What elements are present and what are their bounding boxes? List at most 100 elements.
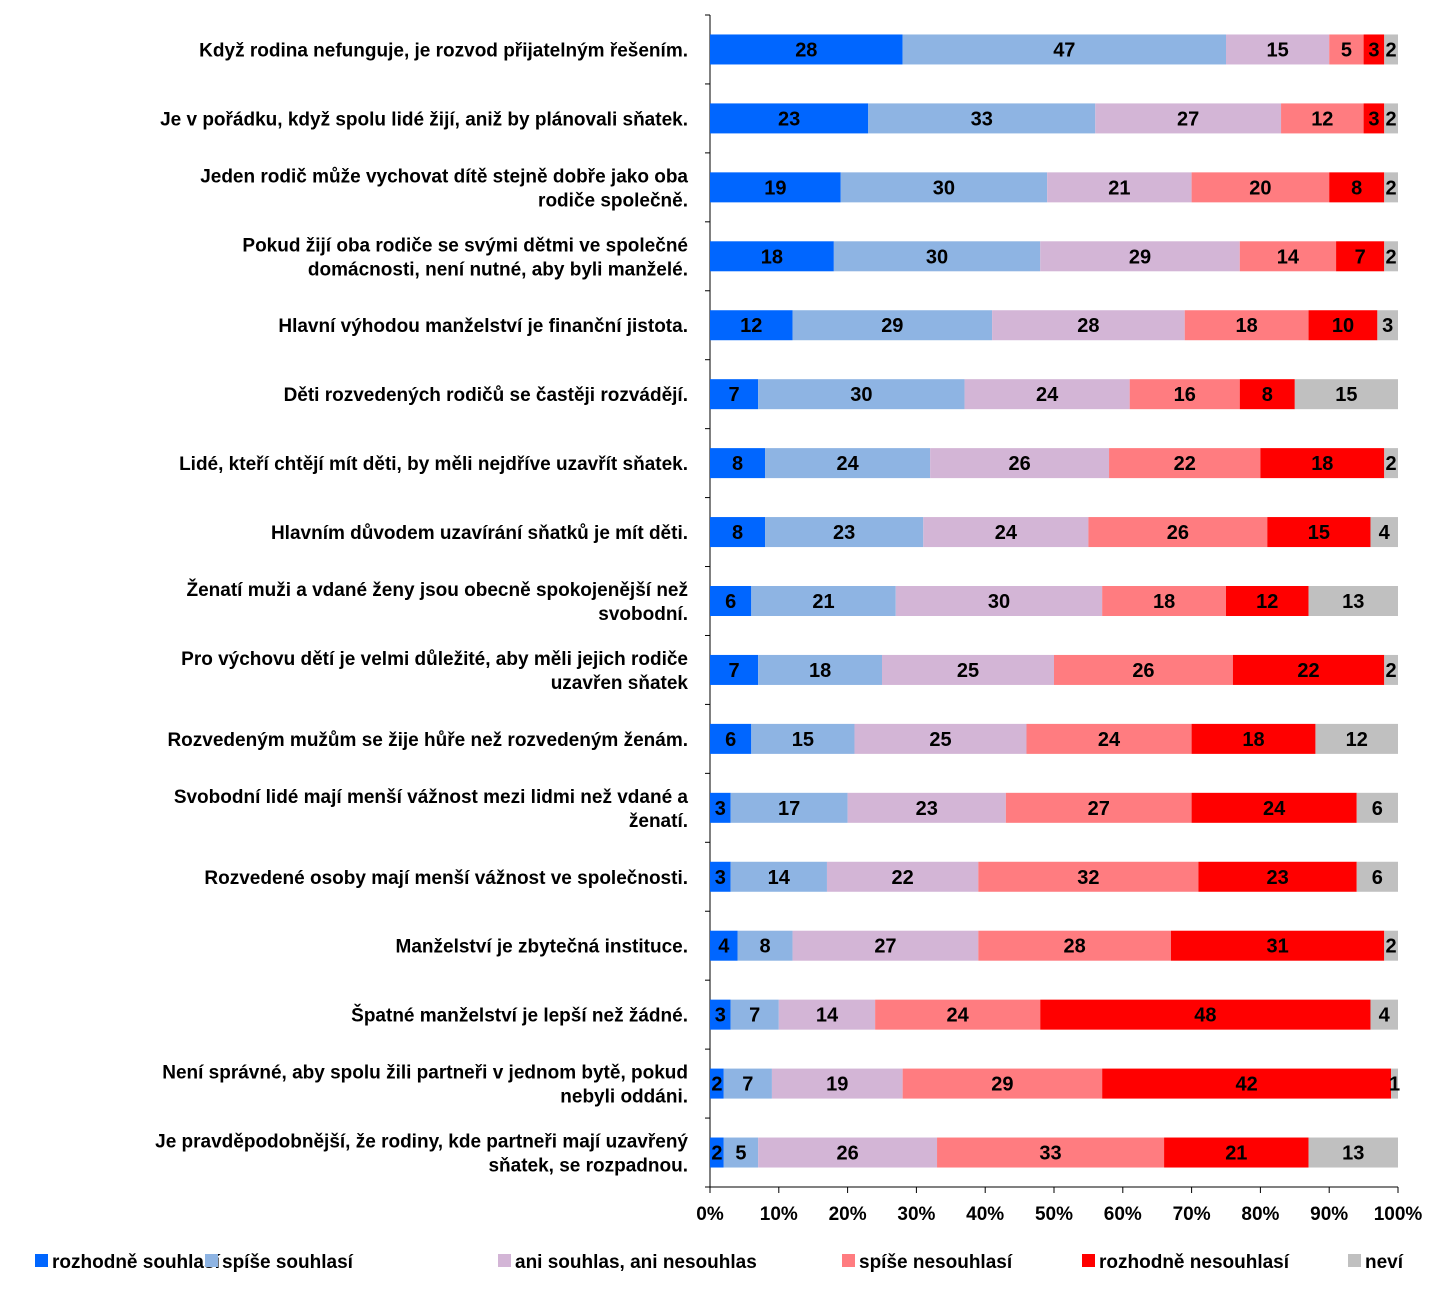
category-label: Není správné, aby spolu žili partneři v … (162, 1063, 688, 1084)
data-label: 5 (1341, 39, 1352, 61)
bar-segment (1239, 241, 1337, 272)
bar-segment (730, 861, 827, 892)
bar-segment (1026, 723, 1192, 754)
data-label: 8 (732, 453, 743, 475)
data-label: 3 (1382, 315, 1393, 337)
category-label: Špatné manželství je lepší než žádné. (351, 1005, 688, 1027)
data-label: 42 (1236, 1074, 1258, 1096)
data-label: 15 (792, 729, 814, 751)
bar-segment (765, 448, 931, 479)
category-label: Rozvedeným mužům se žije hůře než rozved… (167, 730, 688, 751)
bar-segment (792, 310, 993, 341)
legend-swatch (1348, 1254, 1361, 1267)
data-label: 2 (1386, 177, 1397, 199)
bar-segment (751, 723, 855, 754)
data-label: 33 (971, 108, 993, 130)
data-label: 48 (1194, 1005, 1216, 1027)
data-label: 28 (1064, 936, 1086, 958)
data-label: 3 (715, 867, 726, 889)
bar-segment (765, 517, 924, 548)
bar-segment (792, 930, 979, 961)
data-label: 26 (1132, 660, 1154, 682)
data-label: 15 (1335, 384, 1357, 406)
bar-segment (992, 310, 1185, 341)
data-label: 18 (1242, 729, 1264, 751)
data-label: 12 (1346, 729, 1368, 751)
bar-segment (1370, 999, 1398, 1030)
bar-segment (723, 1068, 772, 1099)
bar-segment (1109, 448, 1261, 479)
bar-segment (737, 930, 793, 961)
data-label: 24 (995, 522, 1018, 544)
category-label: Manželství je zbytečná instituce. (396, 937, 688, 958)
data-label: 22 (892, 867, 914, 889)
bar-segment (1040, 999, 1371, 1030)
x-tick-label: 50% (1035, 1204, 1073, 1225)
bar-segment (1088, 517, 1268, 548)
bar-segment (1391, 1068, 1398, 1099)
data-label: 22 (1174, 453, 1196, 475)
data-label: 12 (1311, 108, 1333, 130)
bar-segment (778, 999, 876, 1030)
bar-segment (710, 379, 759, 410)
bar-segment (1102, 1068, 1392, 1099)
data-label: 27 (1177, 108, 1199, 130)
bar-segment (1356, 792, 1398, 823)
data-label: 3 (715, 1005, 726, 1027)
bar-segment (723, 1137, 759, 1168)
bar-segment (868, 103, 1096, 134)
data-label: 29 (881, 315, 903, 337)
legend-label: spíše souhlasí (222, 1252, 354, 1273)
bar-segment (771, 1068, 903, 1099)
legend-swatch (842, 1254, 855, 1267)
data-label: 19 (826, 1074, 848, 1096)
category-label: Pro výchovu dětí je velmi důležité, aby … (181, 649, 688, 670)
bar-segment (758, 379, 965, 410)
data-label: 4 (718, 936, 730, 958)
x-tick-label: 100% (1374, 1204, 1423, 1225)
bar-segment (710, 1137, 724, 1168)
category-label: Hlavním důvodem uzavírání sňatků je mít … (271, 523, 688, 544)
category-label: ženatí. (629, 811, 688, 832)
category-label: Je v pořádku, když spolu lidé žijí, aniž… (160, 109, 688, 130)
bar-segment (847, 792, 1006, 823)
category-label: svobodní. (598, 604, 688, 625)
data-label: 23 (1266, 867, 1288, 889)
category-label: domácnosti, není nutné, aby byli manželé… (308, 259, 688, 280)
data-label: 2 (1386, 39, 1397, 61)
data-label: 5 (735, 1143, 746, 1165)
bar-segment (710, 930, 738, 961)
data-label: 3 (1368, 108, 1379, 130)
legend-label: neví (1365, 1252, 1404, 1273)
bar-segment (1191, 172, 1330, 203)
data-label: 21 (812, 591, 834, 613)
data-label: 26 (1167, 522, 1189, 544)
bar-segment (1356, 861, 1398, 892)
bar-segment (1384, 103, 1398, 134)
bar-segment (978, 930, 1171, 961)
bar-segment (1363, 103, 1385, 134)
data-label: 23 (916, 798, 938, 820)
bar-segment (1377, 310, 1398, 341)
bar-segment (710, 448, 766, 479)
bar-segment (758, 1137, 938, 1168)
data-label: 12 (1256, 591, 1278, 613)
data-label: 22 (1297, 660, 1319, 682)
bar-segment (1226, 34, 1330, 65)
data-label: 19 (764, 177, 786, 199)
data-label: 14 (816, 1005, 839, 1027)
data-label: 6 (725, 729, 736, 751)
data-label: 8 (732, 522, 743, 544)
data-label: 6 (1372, 798, 1383, 820)
bar-segment (758, 654, 882, 685)
data-label: 7 (729, 660, 740, 682)
data-label: 2 (1386, 936, 1397, 958)
x-tick-label: 60% (1104, 1204, 1142, 1225)
bar-segment (1384, 34, 1398, 65)
bar-segment (1308, 310, 1378, 341)
bar-segment (1308, 586, 1398, 616)
bar-segment (840, 172, 1048, 203)
data-label: 14 (768, 867, 791, 889)
data-label: 21 (1225, 1143, 1247, 1165)
